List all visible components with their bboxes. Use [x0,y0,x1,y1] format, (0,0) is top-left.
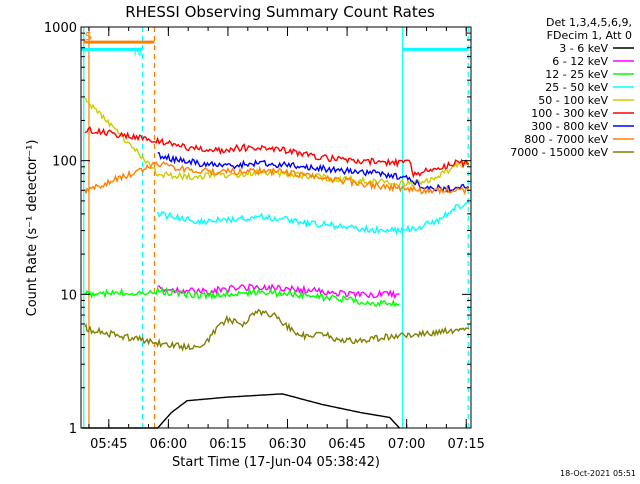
y-tick-label-100: 100 [52,155,77,170]
series-line-300-800-kev [157,152,470,194]
series-line-100-300-kev [84,126,470,179]
plot-frame [80,26,472,429]
flag-bar-layer: SN [81,30,469,58]
generation-timestamp: 18-Oct-2021 05:51 [560,469,636,478]
legend-label-3-6-kev: 3 - 6 keV [559,42,608,55]
series-line-800-7000-kev [84,161,470,196]
legend-label-12-25-kev: 12 - 25 keV [545,68,608,81]
flag-label-n: N [134,45,142,58]
y-tick-label-10: 10 [60,288,77,303]
x-tick-label-06-15: 06:15 [209,437,246,452]
x-tick-label-07-00: 07:00 [388,437,425,452]
y-axis-label: Count Rate (s⁻¹ detector⁻¹) [25,140,40,317]
x-axis-label: Start Time (17-Jun-04 05:38:42) [172,455,380,470]
series-line-7000-15000-kev [84,308,470,352]
flag-label-s: S [85,30,92,43]
legend-label-800-7000-kev: 800 - 7000 keV [524,133,608,146]
y-tick-label-1000: 1000 [44,21,77,36]
legend: Det 1,3,4,5,6,9,FDecim 1, Att 03 - 6 keV… [510,16,634,159]
series-line-25-50-kev [156,200,470,236]
x-tick-label-06-00: 06:00 [150,437,187,452]
series-layer [81,97,470,429]
legend-label-7000-15000-kev: 7000 - 15000 keV [510,146,608,159]
x-tick-label-05-45: 05:45 [90,437,127,452]
legend-header-line-1: Det 1,3,4,5,6,9, [546,16,632,29]
x-tick-label-07-15: 07:15 [447,437,484,452]
x-tick-label-06-45: 06:45 [328,437,365,452]
axes-layer: 1 10 100 1000 05:45 06:00 06:15 06:30 06:45 07:00… [44,21,485,452]
legend-header-line-2: FDecim 1, Att 0 [547,29,632,42]
legend-label-100-300-kev: 100 - 300 keV [531,107,608,120]
series-line-12-25-kev [84,286,400,308]
legend-label-50-100-kev: 50 - 100 keV [538,94,608,107]
chart-title: RHESSI Observing Summary Count Rates [125,3,435,21]
x-tick-label-06-30: 06:30 [269,437,306,452]
legend-label-300-800-kev: 300 - 800 keV [531,120,608,133]
legend-label-6-12-kev: 6 - 12 keV [552,55,608,68]
series-line-6-12-kev [157,283,400,300]
legend-label-25-50-kev: 25 - 50 keV [545,81,608,94]
y-tick-label-1: 1 [69,422,77,437]
